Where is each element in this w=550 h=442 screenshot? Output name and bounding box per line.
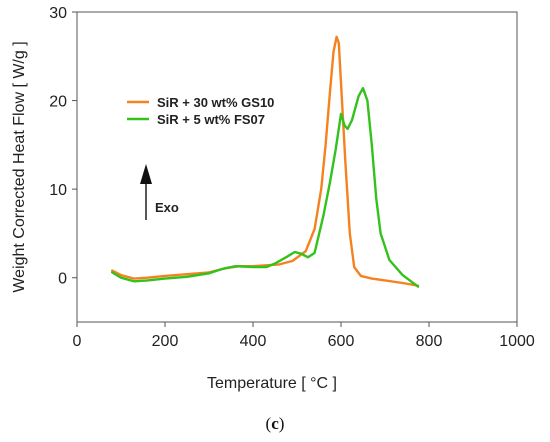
- y-tick-label: 20: [49, 94, 67, 111]
- series-line-1: [111, 35, 420, 287]
- x-tick-label: 800: [416, 333, 443, 350]
- series-lines: [111, 35, 420, 288]
- exo-annotation: Exo: [140, 164, 179, 220]
- legend: SiR + 30 wt% GS10 SiR + 5 wt% FS07: [127, 95, 274, 127]
- exo-arrow-head: [140, 164, 152, 184]
- y-tick-label: 10: [49, 182, 67, 199]
- legend-label: SiR + 5 wt% FS07: [157, 112, 265, 127]
- panel-label-close: ): [278, 414, 285, 433]
- legend-label: SiR + 30 wt% GS10: [157, 95, 274, 110]
- plot-frame: [76, 11, 518, 323]
- panel-label-letter: c: [271, 414, 279, 433]
- y-tick-label: 0: [58, 271, 67, 288]
- y-tick-label: 30: [49, 5, 67, 22]
- panel-label: (c): [0, 414, 550, 434]
- x-axis-title: Temperature [ °C ]: [207, 375, 337, 392]
- x-tick-label: 600: [328, 333, 355, 350]
- series-line-2: [111, 87, 420, 288]
- y-axis-title: Weight Corrected Heat Flow [ W/g ]: [11, 41, 28, 292]
- x-tick-label: 0: [73, 333, 82, 350]
- panel-label-open: (: [265, 414, 272, 433]
- axes: 0 200 400 600 800 1000 0 10 20 30 Temperature [ °C…: [11, 5, 535, 392]
- x-tick-label: 200: [152, 333, 179, 350]
- x-tick-label: 1000: [499, 333, 535, 350]
- exo-label: Exo: [155, 200, 179, 215]
- x-tick-label: 400: [240, 333, 267, 350]
